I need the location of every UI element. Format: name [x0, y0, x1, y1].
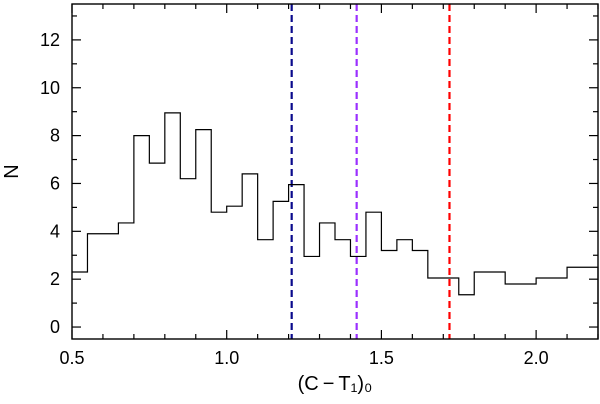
y-tick-label: 6 [50, 173, 60, 193]
y-tick-label: 8 [50, 126, 60, 146]
x-tick-label: 1.0 [214, 348, 239, 368]
x-tick-label: 2.0 [524, 348, 549, 368]
x-tick-label: 1.5 [369, 348, 394, 368]
plot-frame [71, 3, 599, 340]
x-tick-label: 0.5 [59, 348, 84, 368]
y-tick-label: 12 [40, 30, 60, 50]
y-tick-label: 0 [50, 317, 60, 337]
y-tick-label: 4 [50, 221, 60, 241]
y-tick-label: 10 [40, 78, 60, 98]
reference-lines [290, 4, 451, 339]
x-axis-title: (C − T₁)₀ [298, 373, 373, 395]
y-axis-title: N [1, 164, 23, 178]
histogram-step-line [72, 112, 599, 339]
y-tick-label: 2 [50, 269, 60, 289]
y-axis-ticks: 0 2 4 6 8 10 12 [40, 15, 598, 337]
x-axis-ticks: 0.5 1.0 1.5 2.0 [59, 4, 599, 368]
